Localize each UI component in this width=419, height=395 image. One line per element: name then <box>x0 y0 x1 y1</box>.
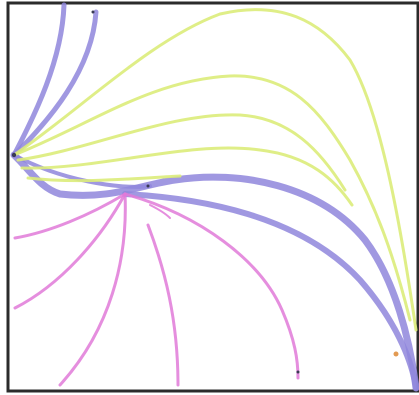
yellow-stroke-4 <box>20 146 354 207</box>
yellow-stroke-1 <box>12 8 418 332</box>
frame-border <box>6 1 419 393</box>
violet-stroke-2 <box>11 9 99 158</box>
magenta-stroke-4 <box>146 223 180 387</box>
magenta-stroke-3 <box>58 192 127 387</box>
pencil-marks <box>11 10 399 374</box>
violet-stroke-3 <box>10 151 419 392</box>
magenta-strokes <box>13 192 300 387</box>
violet-stroke-4 <box>122 191 419 391</box>
dark-dot-bottom <box>296 370 300 374</box>
magenta-stroke-2 <box>13 192 127 310</box>
dark-dot-origin <box>11 152 17 158</box>
yellow-stroke-3 <box>16 113 347 192</box>
violet-stroke-1 <box>11 2 67 158</box>
yellow-stroke-5 <box>26 174 182 183</box>
yellow-stroke-2 <box>12 74 412 322</box>
yellow-green-strokes <box>12 8 418 332</box>
magenta-stroke-1 <box>13 192 127 240</box>
magenta-stroke-5 <box>123 192 300 380</box>
dark-dot-top <box>91 10 95 14</box>
dark-dot-mid <box>146 184 150 188</box>
violet-strokes <box>10 2 419 392</box>
magenta-stroke-6 <box>149 204 171 219</box>
orange-dot <box>393 351 399 357</box>
